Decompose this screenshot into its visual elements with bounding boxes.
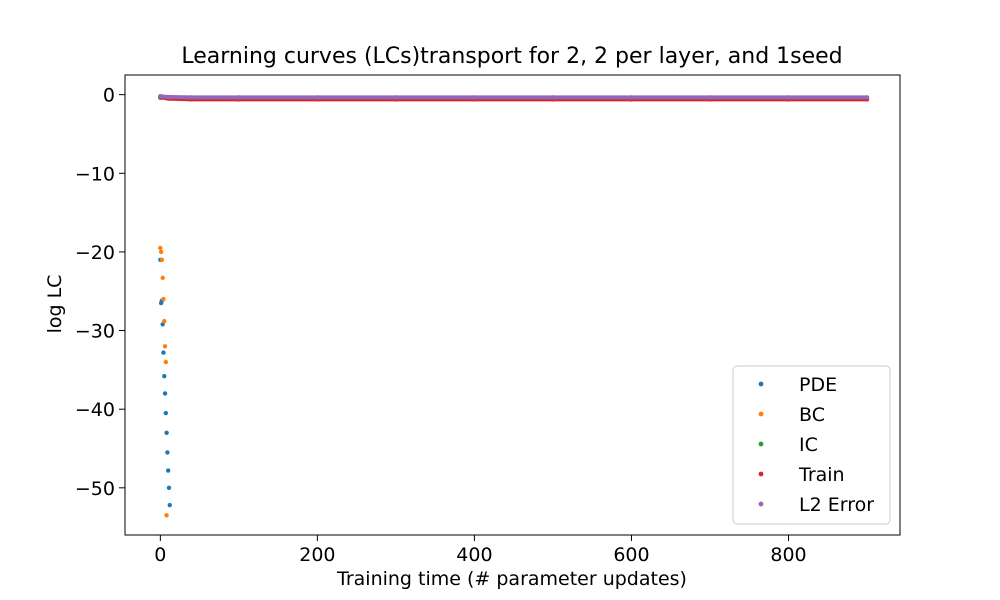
data-point xyxy=(315,95,320,100)
y-tick-label: −40 xyxy=(75,399,115,421)
data-point xyxy=(166,485,172,491)
x-tick-label: 400 xyxy=(456,544,492,566)
data-point xyxy=(472,95,477,100)
y-tick-label: −50 xyxy=(75,478,115,500)
series-pde xyxy=(158,257,172,508)
series-l2-error xyxy=(158,94,870,100)
x-axis: 0 200 400 600 800 xyxy=(154,535,807,566)
chart-title: Learning curves (LCs)transport for 2, 2 … xyxy=(181,44,842,69)
data-point xyxy=(189,95,194,100)
data-point xyxy=(165,94,171,100)
legend-box xyxy=(732,365,891,525)
data-point xyxy=(162,318,167,324)
y-tick-label: −30 xyxy=(75,321,115,343)
data-point xyxy=(160,275,165,281)
data-point xyxy=(161,296,166,302)
data-point xyxy=(629,95,634,100)
data-point xyxy=(164,430,169,435)
data-point xyxy=(164,513,169,518)
data-point xyxy=(707,95,713,100)
legend-label: Train xyxy=(798,464,845,486)
legend-marker xyxy=(758,381,764,387)
legend-marker xyxy=(758,501,764,507)
data-point xyxy=(162,391,168,396)
data-point xyxy=(158,249,164,255)
data-point xyxy=(162,373,167,379)
data-point xyxy=(161,350,166,355)
x-tick-label: 0 xyxy=(154,544,166,566)
data-point xyxy=(159,257,165,262)
data-point xyxy=(165,450,170,455)
x-tick-label: 800 xyxy=(770,544,806,566)
plot-area xyxy=(124,74,901,536)
data-point xyxy=(864,95,870,100)
legend: PDE BC IC Train L2 Error xyxy=(732,365,891,525)
x-axis-label: Training time (# parameter updates) xyxy=(336,568,687,590)
x-tick-label: 200 xyxy=(299,544,335,566)
legend-marker xyxy=(758,471,764,477)
data-point xyxy=(162,344,168,349)
legend-marker xyxy=(758,441,764,447)
data-point xyxy=(163,410,169,416)
data-point xyxy=(550,95,556,100)
data-point xyxy=(163,359,169,365)
data-point xyxy=(165,468,171,473)
legend-marker xyxy=(758,411,764,417)
data-point xyxy=(393,95,399,100)
y-tick-label: −20 xyxy=(75,242,115,264)
legend-label: BC xyxy=(799,404,825,426)
y-tick-label: 0 xyxy=(103,85,115,107)
data-point xyxy=(236,95,242,100)
data-point xyxy=(158,94,163,99)
y-axis: 0 −10 −20 −30 −40 −50 xyxy=(75,85,125,500)
legend-label: PDE xyxy=(799,374,837,396)
data-point xyxy=(158,245,163,251)
x-tick-label: 600 xyxy=(613,544,649,566)
plot-frame xyxy=(124,74,901,536)
legend-label: IC xyxy=(799,434,818,456)
series-bc xyxy=(158,245,169,518)
y-tick-label: −10 xyxy=(75,163,115,185)
data-point xyxy=(167,502,172,508)
legend-label: L2 Error xyxy=(799,494,874,516)
data-point xyxy=(786,95,791,100)
y-axis-label: log LC xyxy=(44,275,66,334)
